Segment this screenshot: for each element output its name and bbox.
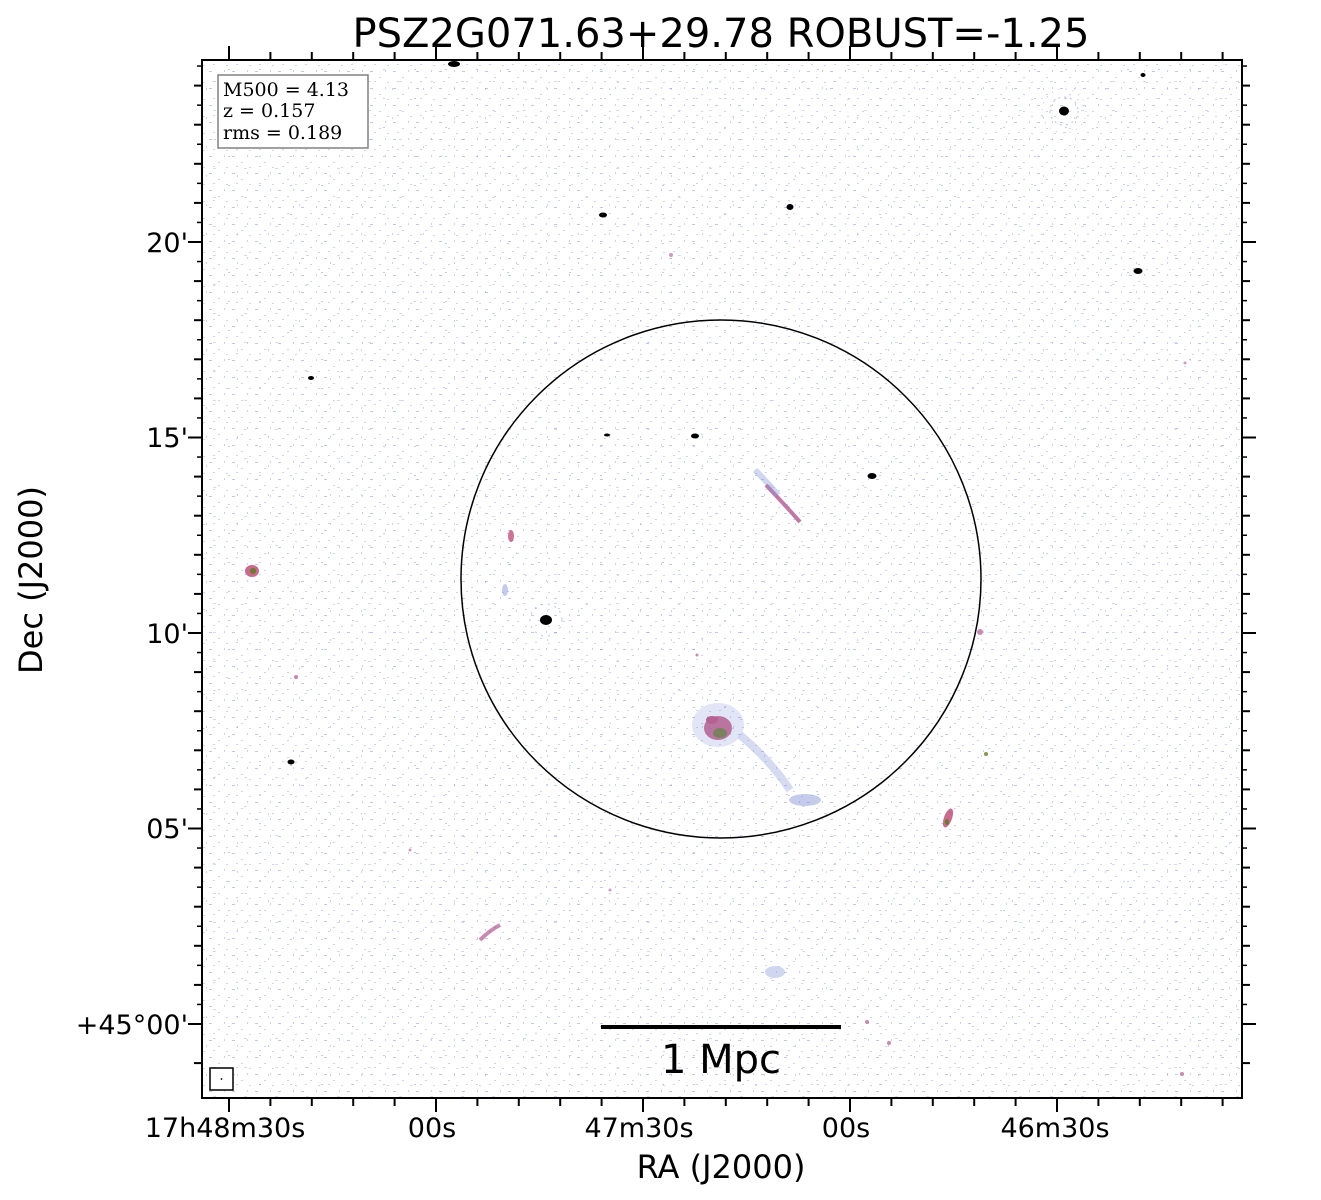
plot-frame <box>201 59 1243 1099</box>
y-tick-label: 05' <box>146 814 188 845</box>
y-tick-label: 20' <box>146 228 188 259</box>
y-axis-title: Dec (J2000) <box>12 486 50 674</box>
y-tick-label: 15' <box>146 423 188 454</box>
x-tick-label: 00s <box>408 1113 456 1144</box>
x-tick-label: 00s <box>822 1113 870 1144</box>
x-tick-label: 17h48m30s <box>145 1113 306 1144</box>
info-redshift: z = 0.157 <box>223 100 315 122</box>
y-tick-label: 10' <box>146 619 188 650</box>
plot-title: PSZ2G071.63+29.78 ROBUST=-1.25 <box>353 11 1090 57</box>
info-m500: M500 = 4.13 <box>223 79 349 101</box>
r500-circle <box>460 319 982 839</box>
x-axis: 17h48m30s 00s 47m30s 00s 46m30s RA (J200… <box>145 1113 1110 1186</box>
y-tick-label: +45°00' <box>76 1010 188 1041</box>
info-rms: rms = 0.189 <box>223 122 342 144</box>
scale-bar-label: 1 Mpc <box>661 1037 781 1083</box>
x-tick-label: 47m30s <box>584 1113 693 1144</box>
x-tick-label: 46m30s <box>1000 1113 1109 1144</box>
radio-image: 1 Mpc <box>202 60 1242 1098</box>
x-axis-title: RA (J2000) <box>637 1148 806 1186</box>
point-sources <box>287 61 1146 765</box>
extended-emission <box>245 253 1187 1076</box>
y-axis: 20' 15' 10' 05' +45°00' Dec (J2000) <box>12 228 188 1041</box>
axis-ticks <box>188 46 1256 1112</box>
info-box: M500 = 4.13 z = 0.157 rms = 0.189 <box>217 74 369 149</box>
